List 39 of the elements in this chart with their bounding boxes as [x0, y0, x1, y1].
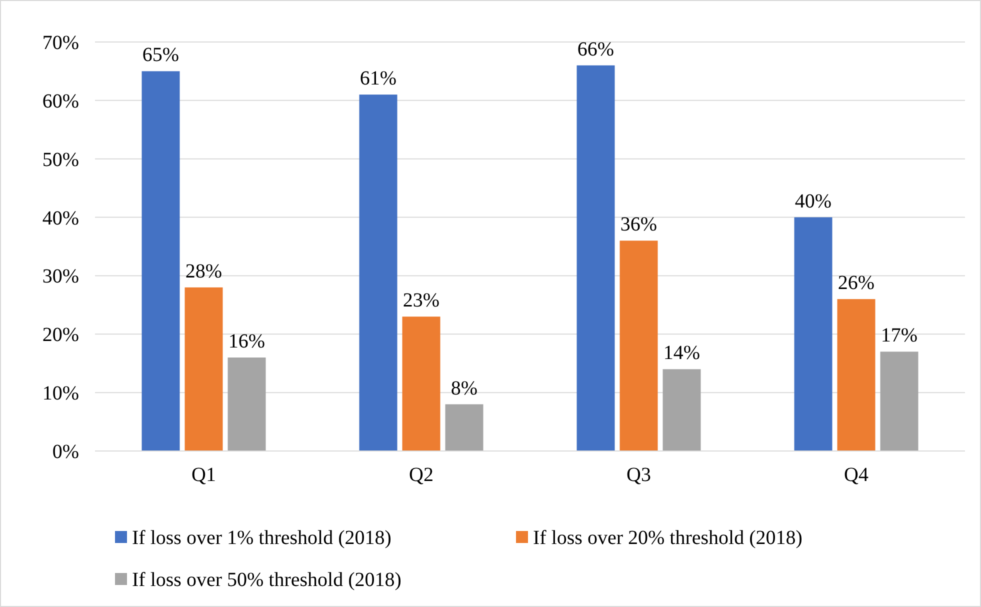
bar — [576, 65, 615, 451]
y-tick-label: 0% — [52, 441, 79, 463]
y-tick-label: 20% — [42, 324, 79, 346]
bar — [837, 299, 876, 451]
legend-label: If loss over 20% threshold (2018) — [533, 527, 802, 549]
data-label: 66% — [577, 38, 614, 60]
y-tick-label: 60% — [42, 90, 79, 112]
bar — [794, 217, 832, 451]
data-label: 40% — [794, 190, 832, 212]
bar — [228, 358, 266, 451]
bar — [142, 71, 180, 451]
data-label: 17% — [880, 324, 918, 347]
data-label: 28% — [185, 260, 222, 282]
data-label: 14% — [663, 342, 700, 364]
legend-label: If loss over 1% threshold (2018) — [132, 527, 392, 549]
data-label: 16% — [228, 330, 266, 353]
y-tick-label: 50% — [42, 148, 79, 171]
bar — [880, 352, 918, 451]
bar — [402, 316, 440, 451]
data-label: 8% — [450, 377, 478, 400]
y-tick-label: 10% — [42, 382, 79, 405]
x-tick-label: Q3 — [626, 464, 651, 486]
bar — [184, 287, 223, 451]
y-tick-label: 70% — [42, 32, 79, 54]
x-tick-label: Q4 — [844, 464, 868, 486]
data-label: 23% — [402, 290, 440, 312]
bar — [445, 404, 484, 451]
bar — [359, 94, 398, 451]
y-tick-label: 30% — [42, 266, 79, 288]
x-tick-label: Q1 — [192, 464, 216, 486]
data-label: 26% — [838, 272, 875, 294]
data-label: 36% — [620, 214, 658, 236]
y-tick-label: 40% — [42, 207, 79, 230]
bar — [662, 369, 701, 451]
data-label: 65% — [142, 44, 180, 66]
x-tick-label: Q2 — [409, 464, 434, 486]
data-label: 61% — [360, 68, 397, 90]
legend-label: If loss over 50% threshold (2018) — [132, 569, 402, 591]
bar — [620, 240, 658, 451]
